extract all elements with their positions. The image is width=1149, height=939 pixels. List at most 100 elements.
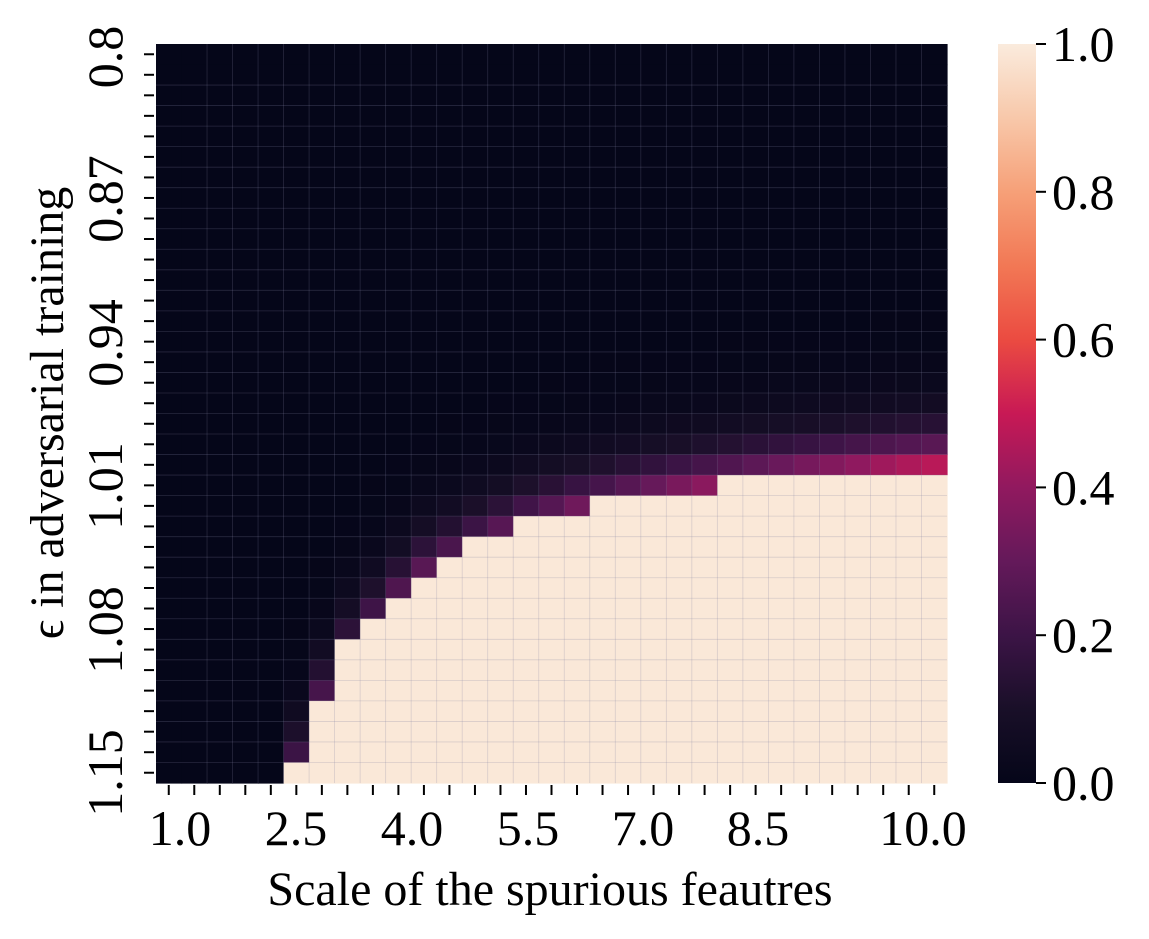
heatmap-cell: [895, 372, 923, 394]
heatmap-cell: [793, 64, 821, 86]
heatmap-cell: [513, 105, 540, 127]
heatmap-cell: [283, 598, 310, 620]
heatmap-cell: [232, 577, 259, 599]
heatmap-cell: [334, 434, 361, 456]
heatmap-cell: [462, 618, 489, 640]
heatmap-cell: [411, 208, 438, 230]
heatmap-cell: [895, 762, 923, 784]
heatmap-cell: [870, 721, 897, 743]
colorbar-tick-label: 0.4: [1052, 459, 1115, 515]
heatmap-cell: [360, 680, 387, 702]
heatmap-cell: [360, 618, 387, 640]
heatmap-cell: [691, 372, 718, 394]
heatmap-cell: [666, 577, 693, 599]
heatmap-cell: [411, 331, 438, 353]
heatmap-cell: [793, 85, 821, 107]
heatmap-cell: [232, 167, 259, 189]
heatmap-cell: [487, 680, 514, 702]
heatmap-cell: [589, 495, 616, 517]
heatmap-cell: [589, 44, 616, 66]
heatmap-cell: [283, 208, 310, 230]
heatmap-cell: [181, 557, 208, 579]
heatmap-cell: [513, 126, 540, 148]
heatmap-cell: [513, 413, 540, 435]
heatmap-cell: [717, 228, 744, 250]
heatmap-cell: [487, 762, 514, 784]
heatmap-cell: [487, 536, 514, 558]
heatmap-cell: [844, 351, 872, 374]
heatmap-cell: [181, 187, 208, 209]
heatmap-cell: [589, 475, 616, 497]
heatmap-cell: [156, 167, 183, 189]
heatmap-cell: [793, 167, 821, 189]
heatmap-cell: [181, 495, 208, 517]
heatmap-cell: [309, 516, 336, 538]
heatmap-cell: [309, 618, 336, 640]
heatmap-cell: [615, 434, 642, 456]
heatmap-cell: [411, 187, 438, 209]
heatmap-cell: [538, 290, 565, 312]
heatmap-cell: [436, 228, 463, 250]
heatmap-cell: [411, 721, 438, 743]
heatmap-cell: [258, 310, 285, 332]
heatmap-cell: [181, 434, 208, 456]
heatmap-cell: [487, 372, 514, 394]
heatmap-cell: [436, 351, 463, 374]
heatmap-cell: [538, 249, 565, 271]
heatmap-cell: [513, 659, 540, 681]
heatmap-cell: [742, 618, 769, 640]
heatmap-cell: [385, 126, 412, 148]
colorbar-tick-label: 1.0: [1052, 16, 1115, 72]
heatmap-cell: [513, 434, 540, 456]
heatmap-cell: [538, 577, 565, 599]
heatmap-cell: [283, 392, 310, 415]
heatmap-cell: [819, 146, 846, 168]
heatmap-cell: [538, 392, 565, 415]
heatmap-cell: [538, 351, 565, 374]
heatmap-cell: [385, 680, 412, 702]
heatmap-cell: [207, 269, 234, 291]
heatmap-cell: [436, 167, 463, 189]
heatmap-cell: [895, 44, 923, 66]
heatmap-cell: [921, 331, 948, 353]
heatmap-cell: [819, 495, 846, 517]
heatmap-cell: [768, 475, 795, 497]
heatmap-cell: [819, 372, 846, 394]
heatmap-cell: [181, 351, 208, 374]
heatmap-cell: [462, 741, 489, 764]
heatmap-cell: [844, 721, 872, 743]
heatmap-cell: [385, 146, 412, 168]
heatmap-cell: [870, 598, 897, 620]
heatmap-cell: [844, 310, 872, 332]
heatmap-cell: [207, 618, 234, 640]
heatmap-cell: [513, 536, 540, 558]
heatmap-cell: [513, 372, 540, 394]
heatmap-cell: [462, 577, 489, 599]
heatmap-cell: [742, 413, 769, 435]
heatmap-cell: [768, 269, 795, 291]
heatmap-cell: [436, 249, 463, 271]
heatmap-cell: [334, 310, 361, 332]
heatmap-cell: [309, 85, 336, 107]
heatmap-cell: [564, 269, 591, 291]
heatmap-cell: [921, 721, 948, 743]
heatmap-cell: [309, 598, 336, 620]
heatmap-cell: [513, 741, 540, 764]
heatmap-cell: [793, 105, 821, 127]
heatmap-cell: [870, 249, 897, 271]
heatmap-cell: [793, 413, 821, 435]
heatmap-cell: [564, 331, 591, 353]
heatmap-cell: [793, 44, 821, 66]
heatmap-cell: [870, 208, 897, 230]
heatmap-cell: [436, 44, 463, 66]
heatmap-cell: [513, 454, 540, 476]
heatmap-cell: [513, 557, 540, 579]
heatmap-cell: [538, 557, 565, 579]
heatmap-cell: [589, 228, 616, 250]
heatmap-cell: [666, 269, 693, 291]
heatmap-cell: [232, 475, 259, 497]
heatmap-cell: [768, 85, 795, 107]
heatmap-cell: [921, 85, 948, 107]
heatmap-cell: [156, 351, 183, 374]
heatmap-cell: [742, 454, 769, 476]
